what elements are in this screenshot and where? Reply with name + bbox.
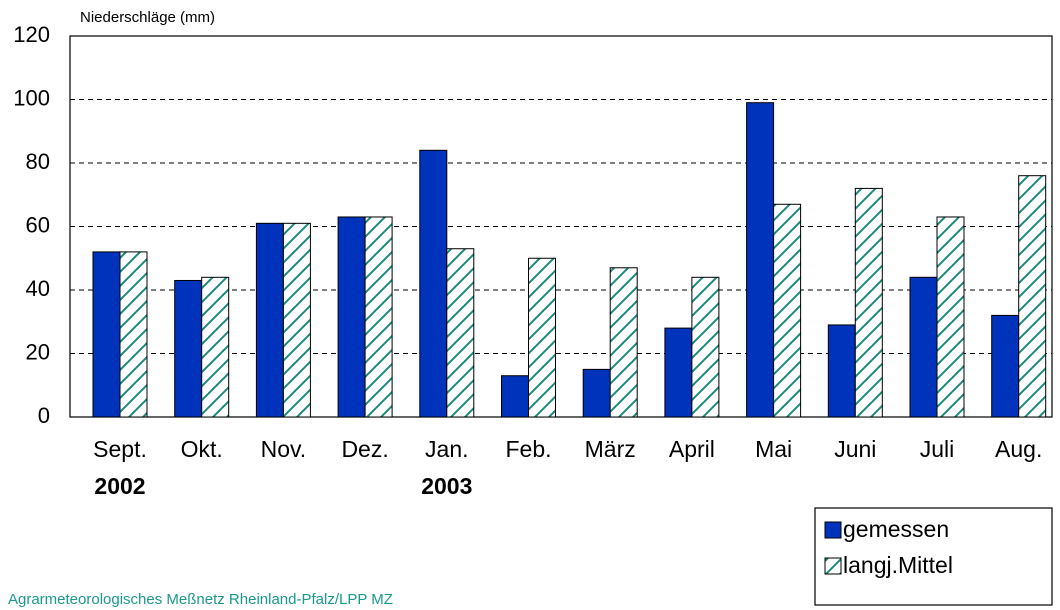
bar <box>909 276 938 418</box>
bar <box>746 102 775 418</box>
x-tick-label: März <box>585 436 636 462</box>
x-tick-label: Juni <box>834 436 876 462</box>
x-tick-label: Nov. <box>261 436 307 462</box>
year-label: 2003 <box>421 473 472 499</box>
legend-swatch <box>824 557 842 575</box>
bar <box>174 279 203 418</box>
bar <box>201 276 230 418</box>
plot-frame <box>69 35 1053 418</box>
bar <box>337 216 366 418</box>
year-label: 2002 <box>94 473 145 499</box>
x-tick-label: Jan. <box>425 436 468 462</box>
legend-swatch <box>824 521 842 539</box>
y-tick-label: 120 <box>13 22 50 47</box>
y-tick-label: 40 <box>26 276 50 301</box>
bar <box>936 216 965 418</box>
y-tick-label: 0 <box>38 403 50 428</box>
bar <box>854 187 883 418</box>
bar <box>255 222 284 418</box>
x-tick-label: Feb. <box>505 436 551 462</box>
bar <box>419 149 448 418</box>
x-tick-label: Aug. <box>995 436 1042 462</box>
bar <box>609 267 638 418</box>
bar <box>1018 175 1047 418</box>
bar <box>92 251 121 418</box>
bar <box>282 222 311 418</box>
bar <box>827 324 856 418</box>
y-tick-label: 20 <box>26 339 50 364</box>
bar <box>582 368 611 418</box>
x-tick-label: Dez. <box>341 436 388 462</box>
bar <box>773 203 802 418</box>
bar <box>501 375 529 418</box>
y-tick-label: 80 <box>26 149 50 174</box>
legend-label: gemessen <box>843 516 949 542</box>
x-tick-label: Okt. <box>181 436 223 462</box>
bar <box>364 216 393 418</box>
y-tick-label: 60 <box>26 212 50 237</box>
bar <box>991 314 1020 418</box>
bar <box>528 257 556 418</box>
x-tick-label: Juli <box>920 436 955 462</box>
legend-label: langj.Mittel <box>843 552 953 578</box>
x-tick-label: Mai <box>755 436 792 462</box>
legend-box <box>814 507 1053 606</box>
bar <box>664 327 693 418</box>
bar <box>691 276 720 418</box>
source-note: Agrarmeteorologisches Meßnetz Rheinland-… <box>8 591 393 608</box>
y-tick-label: 100 <box>13 85 50 110</box>
x-tick-label: Sept. <box>93 436 147 462</box>
y-axis-label: Niederschläge (mm) <box>80 9 215 26</box>
bar <box>446 248 475 418</box>
bar <box>119 251 148 418</box>
x-tick-label: April <box>669 436 715 462</box>
